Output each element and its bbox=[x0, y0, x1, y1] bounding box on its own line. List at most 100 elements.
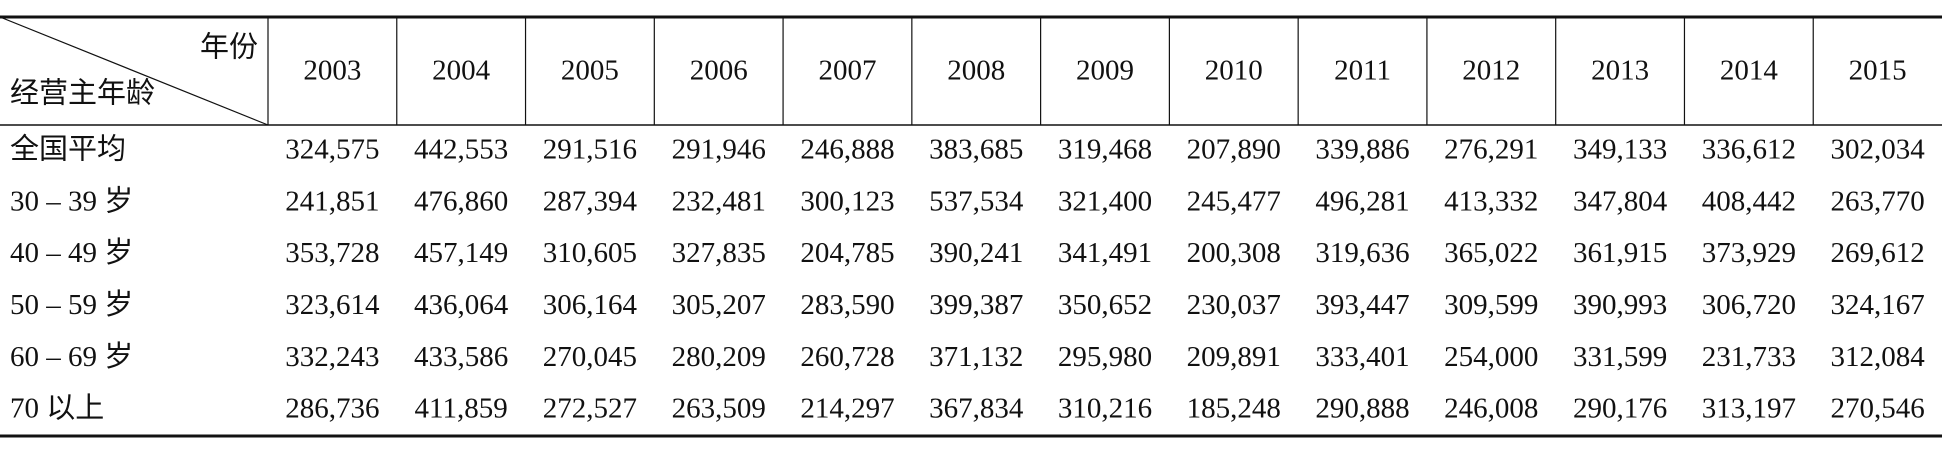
cell: 309,599 bbox=[1444, 289, 1538, 321]
cell: 270,045 bbox=[543, 341, 637, 373]
cell: 390,993 bbox=[1573, 289, 1667, 321]
cell: 287,394 bbox=[543, 185, 638, 217]
cell: 290,176 bbox=[1573, 393, 1667, 425]
cell: 333,401 bbox=[1315, 341, 1409, 373]
cell: 367,834 bbox=[929, 393, 1024, 425]
cell: 231,733 bbox=[1702, 341, 1796, 373]
column-header: 2011 bbox=[1334, 55, 1391, 87]
column-header: 2008 bbox=[947, 55, 1005, 87]
cell: 436,064 bbox=[414, 289, 509, 321]
column-header: 2006 bbox=[690, 55, 748, 87]
row-label: 60 – 69 岁 bbox=[10, 340, 133, 373]
cell: 331,599 bbox=[1573, 341, 1667, 373]
cell: 442,553 bbox=[414, 134, 508, 166]
cell: 295,980 bbox=[1058, 341, 1152, 373]
cell: 291,516 bbox=[543, 134, 637, 166]
cell: 313,197 bbox=[1702, 393, 1796, 425]
cell: 319,636 bbox=[1315, 237, 1409, 269]
cell: 321,400 bbox=[1058, 185, 1152, 217]
corner-diagonal bbox=[0, 16, 269, 126]
cell: 371,132 bbox=[929, 341, 1023, 373]
cell: 349,133 bbox=[1573, 134, 1667, 166]
column-header: 2003 bbox=[303, 55, 361, 87]
cell: 383,685 bbox=[929, 134, 1023, 166]
row-label: 50 – 59 岁 bbox=[10, 288, 133, 321]
row-label: 全国平均 bbox=[10, 133, 126, 166]
corner-bottom: 经营主年龄 bbox=[10, 77, 155, 110]
cell: 393,447 bbox=[1315, 289, 1409, 321]
cell: 306,164 bbox=[543, 289, 638, 321]
cell: 272,527 bbox=[543, 393, 637, 425]
cell: 254,000 bbox=[1444, 341, 1538, 373]
column-header: 2012 bbox=[1462, 55, 1520, 87]
cell: 373,929 bbox=[1702, 237, 1796, 269]
cell: 537,534 bbox=[929, 185, 1024, 217]
cell: 306,720 bbox=[1702, 289, 1796, 321]
cell: 433,586 bbox=[414, 341, 508, 373]
cell: 496,281 bbox=[1315, 185, 1409, 217]
cell: 411,859 bbox=[415, 393, 508, 425]
cell: 291,946 bbox=[672, 134, 766, 166]
cell: 336,612 bbox=[1702, 134, 1796, 166]
corner-top: 年份 bbox=[200, 31, 258, 64]
cell: 347,804 bbox=[1573, 185, 1668, 217]
cell: 324,167 bbox=[1830, 289, 1924, 321]
cell: 270,546 bbox=[1830, 393, 1924, 425]
cell: 290,888 bbox=[1315, 393, 1409, 425]
cell: 207,890 bbox=[1187, 134, 1281, 166]
cell: 200,308 bbox=[1187, 237, 1281, 269]
cell: 476,860 bbox=[414, 185, 508, 217]
cell: 310,605 bbox=[543, 237, 637, 269]
cell: 185,248 bbox=[1187, 393, 1281, 425]
cell: 246,888 bbox=[800, 134, 894, 166]
cell: 323,614 bbox=[285, 289, 380, 321]
cell: 353,728 bbox=[285, 237, 379, 269]
cell: 263,509 bbox=[672, 393, 766, 425]
cell: 361,915 bbox=[1573, 237, 1667, 269]
column-header: 2014 bbox=[1720, 55, 1779, 87]
row-label: 70 以上 bbox=[10, 393, 104, 425]
cell: 230,037 bbox=[1187, 289, 1281, 321]
cell: 457,149 bbox=[414, 237, 508, 269]
cell: 283,590 bbox=[800, 289, 894, 321]
cell: 246,008 bbox=[1444, 393, 1538, 425]
column-header: 2004 bbox=[432, 55, 491, 87]
cell: 408,442 bbox=[1702, 185, 1796, 217]
cell: 276,291 bbox=[1444, 134, 1538, 166]
cell: 365,022 bbox=[1444, 237, 1538, 269]
cell: 245,477 bbox=[1187, 185, 1281, 217]
cell: 214,297 bbox=[800, 393, 894, 425]
cell: 232,481 bbox=[672, 185, 766, 217]
cell: 269,612 bbox=[1830, 237, 1924, 269]
cell: 302,034 bbox=[1830, 134, 1925, 166]
cell: 327,835 bbox=[672, 237, 766, 269]
row-label: 40 – 49 岁 bbox=[10, 236, 133, 269]
column-header: 2005 bbox=[561, 55, 619, 87]
cell: 413,332 bbox=[1444, 185, 1538, 217]
cell: 260,728 bbox=[800, 341, 894, 373]
cell: 300,123 bbox=[800, 185, 894, 217]
cell: 310,216 bbox=[1058, 393, 1152, 425]
column-header: 2007 bbox=[818, 55, 876, 87]
cell: 350,652 bbox=[1058, 289, 1152, 321]
cell: 332,243 bbox=[285, 341, 379, 373]
cell: 241,851 bbox=[285, 185, 379, 217]
cell: 305,207 bbox=[672, 289, 766, 321]
cell: 319,468 bbox=[1058, 134, 1152, 166]
cell: 209,891 bbox=[1187, 341, 1281, 373]
cell: 263,770 bbox=[1830, 185, 1924, 217]
column-header: 2009 bbox=[1076, 55, 1134, 87]
cell: 390,241 bbox=[929, 237, 1023, 269]
cell: 324,575 bbox=[285, 134, 379, 166]
cell: 312,084 bbox=[1830, 341, 1925, 373]
column-header: 2015 bbox=[1849, 55, 1907, 87]
column-header: 2013 bbox=[1591, 55, 1649, 87]
cell: 341,491 bbox=[1058, 237, 1152, 269]
cell: 280,209 bbox=[672, 341, 766, 373]
cell: 204,785 bbox=[800, 237, 894, 269]
cell: 339,886 bbox=[1315, 134, 1409, 166]
column-header: 2010 bbox=[1205, 55, 1263, 87]
row-label: 30 – 39 岁 bbox=[10, 184, 133, 217]
